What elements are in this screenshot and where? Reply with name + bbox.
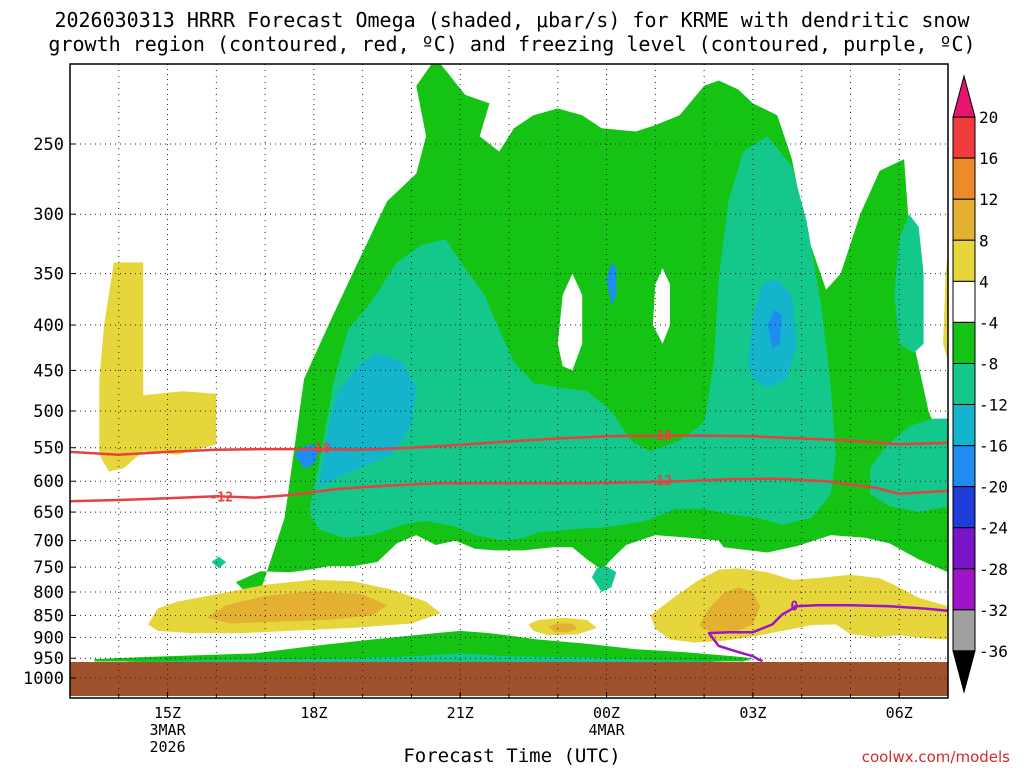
colorbar-swatch [952,157,976,200]
y-tick-label: 950 [33,649,64,669]
x-tick-label: 15Z [154,704,181,722]
y-tick-label: 700 [33,532,64,552]
colorbar-label: 4 [979,272,989,291]
title-line-1: 2026030313 HRRR Forecast Omega (shaded, … [54,8,970,32]
omega-gold-low-right [699,587,761,634]
y-tick-label: 1000 [23,669,64,689]
omega-gold-low-mid [548,623,578,633]
colorbar-label: -20 [979,478,1008,497]
credit-link[interactable]: coolwx.com/models [861,748,1010,766]
dgz-minus12-label: -12 [209,490,232,505]
title-line-2: growth region (contoured, red, ºC) and f… [48,32,976,56]
omega-teal-spot [211,556,227,569]
x-axis-label: Forecast Time (UTC) [403,745,621,767]
colorbar-swatch [952,650,976,694]
omega-yellow-left [99,262,217,472]
colorbar-swatch [952,116,976,159]
y-tick-label: 850 [33,606,64,626]
y-tick-label: 750 [33,558,64,578]
omega-teal-right-upper [894,214,924,353]
dgz-minus12-label: -12 [648,474,671,489]
x-tick-label: 06Z [886,704,913,722]
colorbar-swatch [952,445,976,488]
colorbar-swatch [952,74,976,118]
freezing-level-0-label: 0 [790,599,798,614]
colorbar-swatch [952,362,976,406]
omega-blue-upper [606,262,617,306]
colorbar-swatch [952,609,976,652]
x-tick-label: 18Z [300,704,327,722]
y-tick-label: 350 [33,265,64,285]
colorbar-label: -28 [979,560,1008,579]
y-tick-label: 400 [33,316,64,336]
y-tick-label: 600 [33,472,64,492]
colorbar: 20 16 12 8 4 -4 -8 -12 -16 -20 -24 -28 -32 -36 [952,74,1008,694]
omega-green-low-edge [94,630,753,662]
dgz-minus12-line [70,477,948,503]
colorbar-label: 20 [979,108,998,127]
y-tick-label: 650 [33,503,64,523]
x-tick-date: 4MAR [588,721,625,739]
colorbar-swatch [952,404,976,447]
colorbar-swatch [952,239,976,282]
y-tick-label: 550 [33,439,64,459]
dgz-minus18-line [70,434,948,456]
x-tick-label: 00Z [593,704,620,722]
omega-cyan-left [318,352,417,488]
colorbar-swatch [952,198,976,241]
colorbar-label: 8 [979,231,989,250]
chart-title: 2026030313 HRRR Forecast Omega (shaded, … [0,8,1024,56]
y-tick-label: 500 [33,402,64,422]
colorbar-swatch [952,568,976,611]
colorbar-label: -12 [979,396,1008,415]
y-tick-label: 800 [33,583,64,603]
freezing-level-0-line [707,604,948,663]
colorbar-label: -16 [979,437,1008,456]
colorbar-label: -32 [979,601,1008,620]
colorbar-swatch [952,321,976,364]
omega-gold-low-left [206,591,388,624]
dgz-minus18-label: -18 [648,429,672,444]
ground-layer [70,662,948,696]
x-tick-label: 03Z [739,704,766,722]
y-tick-label: 250 [33,135,64,155]
colorbar-swatch [952,527,976,570]
colorbar-swatch [952,486,976,529]
omega-yellow-right-edge [943,250,948,362]
colorbar-label: -36 [979,642,1008,661]
colorbar-label: -4 [979,313,998,332]
y-tick-label: 900 [33,628,64,648]
omega-blue-upper2 [767,310,783,349]
x-tick-date: 3MAR [149,721,186,739]
omega-teal-main [309,136,836,541]
dgz-minus18-label: -18 [307,442,331,457]
x-tick-year: 2026 [149,738,185,756]
colorbar-label: 12 [979,190,998,209]
omega-teal-low [591,566,617,592]
y-tick-label: 300 [33,205,64,225]
colorbar-label: -8 [979,354,998,373]
y-tick-label: 450 [33,361,64,381]
omega-teal-right [870,418,948,513]
colorbar-label: -24 [979,519,1008,538]
omega-white-hole-a [557,273,583,371]
colorbar-label: 16 [979,149,998,168]
x-tick-label: 21Z [447,704,474,722]
colorbar-swatch [952,280,976,323]
